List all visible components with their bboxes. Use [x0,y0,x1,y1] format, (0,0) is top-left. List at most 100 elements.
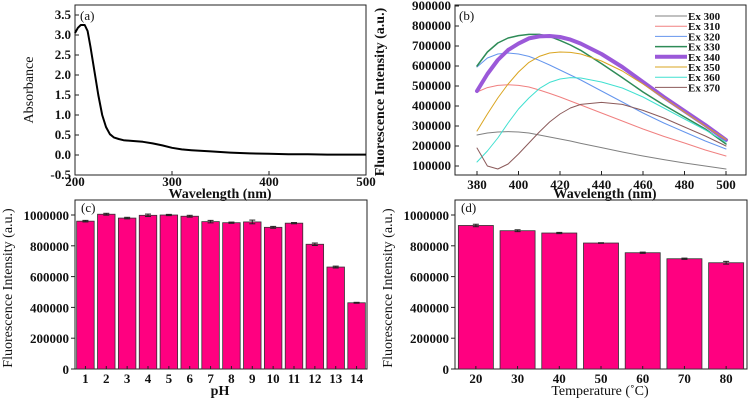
x-tick-label: 14 [350,371,364,386]
x-tick-label: 1 [82,371,89,386]
bar [180,215,199,370]
y-tick-label: 600000 [30,270,69,285]
y-tick-label: 3.0 [55,27,71,42]
y-tick-label: 1000000 [404,208,450,223]
bar [583,242,619,370]
x-tick-label: 60 [636,371,649,386]
panel-d-label: (d) [461,200,476,215]
panel-a-y-ticks: -0.5 0.0 0.5 1.0 1.5 2.0 2.5 3.0 3.5 [50,7,79,182]
series-line-ex-330 [476,33,727,145]
x-tick-label: 8 [228,371,235,386]
legend-label: Ex 330 [688,42,721,54]
series-line-ex-350 [476,51,727,141]
x-tick-label: 2 [103,371,110,386]
x-tick-label: 380 [467,177,487,192]
y-tick-label: 200000 [412,138,451,153]
x-tick-label: 3 [124,371,131,386]
panel-b-series [475,33,728,170]
bar [457,225,494,370]
series-line-ex-360 [476,77,727,163]
y-tick-label: 800000 [412,18,451,33]
legend-label: Ex 310 [688,21,721,33]
bar [708,262,745,370]
y-tick-label: 400000 [412,98,451,113]
x-tick-label: 300 [162,174,182,189]
x-tick-label: 4 [145,371,152,386]
panel-b-plot-frame [454,4,747,176]
bar [284,222,304,370]
panel-b-x-ticks: 380 400 420 440 460 480 500 [467,171,736,192]
y-tick-label: 700000 [412,38,451,53]
panel-a-label: (a) [80,8,94,23]
x-tick-label: 70 [678,371,691,386]
bar [159,214,179,370]
series-line-ex-310 [476,84,727,157]
panel-b-y-ticks: 100000 200000 300000 400000 500000 600000 7000… [412,0,459,173]
x-tick-label: 460 [633,177,653,192]
x-tick-label: 5 [166,371,173,386]
panel-d-x-axis-title: Temperature (˚C) [551,384,649,399]
bar [97,213,116,370]
panel-a-y-axis-title: Absorbance [22,57,37,124]
x-tick-label: 20 [469,371,482,386]
panel-b-y-axis-title: Fluorescence Intensity (a.u.) [373,7,388,176]
x-tick-label: 480 [675,177,695,192]
series-line-ex-370 [476,101,727,170]
y-tick-label: 800000 [410,239,449,254]
x-tick-label: 200 [65,174,85,189]
legend-label: Ex 370 [688,82,721,94]
panel-a-x-axis-title: Wavelength (nm) [168,187,271,202]
y-tick-label: 600000 [410,270,449,285]
y-tick-label: 0 [443,362,450,377]
y-tick-label: 0.0 [55,147,71,162]
panel-d-x-ticks: 20 30 40 50 60 70 80 [469,366,733,386]
series-line-ex-340 [475,34,728,142]
bar [326,266,345,370]
panel-a-absorbance-chart: -0.5 0.0 0.5 1.0 1.5 2.0 2.5 3.0 3.5 200 300 400 50… [22,4,376,202]
y-tick-label: 1.0 [55,107,71,122]
x-tick-label: 80 [720,371,733,386]
series-line-ex-300 [476,131,727,170]
x-tick-label: 13 [329,371,343,386]
y-tick-label: 200000 [410,331,449,346]
y-tick-label: 800000 [30,239,69,254]
x-tick-label: 400 [509,177,529,192]
bar [222,222,241,370]
y-tick-label: 1.5 [55,87,72,102]
x-tick-label: 420 [550,177,570,192]
x-tick-label: 50 [595,371,608,386]
bar [624,252,661,370]
series-line-absorbance [74,24,366,156]
y-tick-label: 2.0 [55,67,71,82]
legend-label: Ex 350 [688,62,721,74]
x-tick-label: 500 [716,177,736,192]
y-tick-label: 600000 [412,58,451,73]
x-tick-label: 9 [249,371,256,386]
y-tick-label: 100000 [412,158,451,173]
y-tick-label: 200000 [30,331,69,346]
x-tick-label: 11 [288,371,300,386]
panel-a-x-ticks: 200 300 400 500 [65,171,376,189]
panel-c-plot-frame [74,199,368,370]
bar [243,221,262,370]
x-tick-label: 400 [259,174,279,189]
legend-label: Ex 300 [688,11,721,23]
y-tick-label: 2.5 [55,47,72,62]
y-tick-label: 1000000 [24,208,70,223]
bar [499,230,536,370]
panel-c-x-axis-title: pH [211,384,230,399]
y-tick-label: 0.5 [55,127,72,142]
panel-d-y-axis-title: Fluorescence Intensity (a.u.) [381,208,396,368]
legend-label: Ex 360 [688,72,721,84]
legend-label: Ex 340 [688,52,721,64]
legend-label: Ex 320 [688,31,721,43]
y-tick-label: 400000 [30,300,69,315]
panel-d-bars [457,223,745,370]
bar [541,232,578,370]
panel-b-fluorescence-spectra-chart: 100000 200000 300000 400000 500000 600000 7000… [373,0,747,202]
panel-c-x-ticks: 1 2 3 4 5 6 7 8 9 10 11 12 13 14 [82,366,364,386]
bar [76,220,95,370]
bar [201,221,220,370]
panel-c-bars [76,212,366,370]
